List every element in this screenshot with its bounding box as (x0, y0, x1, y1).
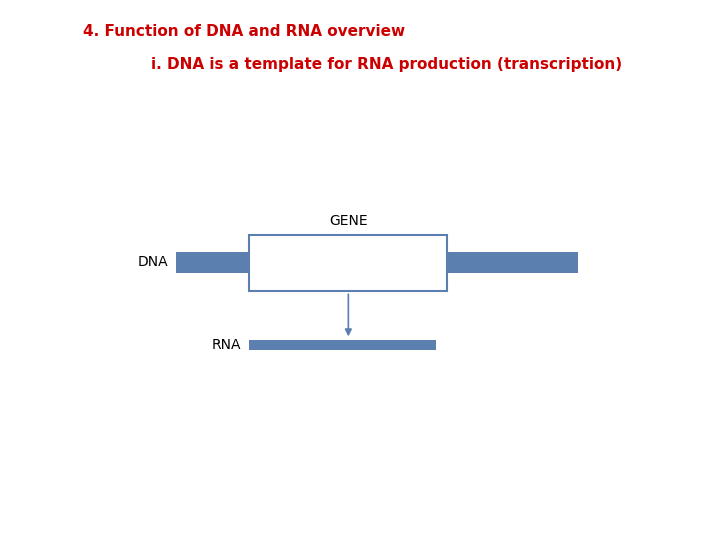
Bar (249, 341, 436, 349)
Text: 4. Function of DNA and RNA overview: 4. Function of DNA and RNA overview (83, 24, 405, 39)
Text: DNA: DNA (138, 255, 168, 269)
Bar (176, 252, 578, 273)
Text: GENE: GENE (329, 214, 367, 228)
Bar (249, 235, 447, 292)
Text: RNA: RNA (211, 338, 240, 352)
Text: i. DNA is a template for RNA production (transcription): i. DNA is a template for RNA production … (151, 57, 622, 72)
